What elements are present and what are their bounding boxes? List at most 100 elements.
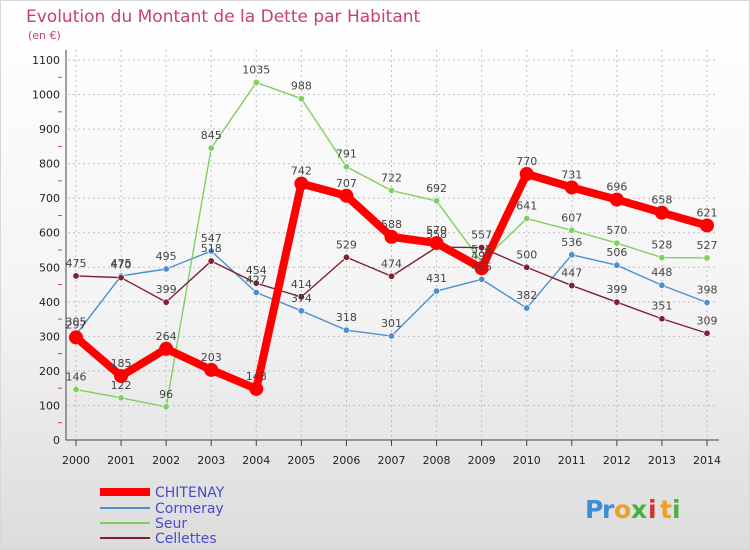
data-label-cellettes: 399 (156, 283, 177, 296)
data-label-seur: 791 (336, 148, 357, 161)
data-label-cormeray: 427 (246, 273, 267, 286)
data-point-seur (433, 197, 441, 205)
y-tick-label: 200 (39, 365, 60, 378)
data-point-seur (162, 403, 170, 411)
data-point-seur (613, 239, 621, 247)
data-label-chitenay: 742 (291, 165, 312, 178)
data-label-chitenay: 497 (471, 249, 492, 262)
logo-letter: P (585, 495, 603, 524)
x-tick-label: 2007 (378, 454, 406, 467)
y-tick-label: 800 (39, 158, 60, 171)
data-point-cellettes (342, 253, 350, 261)
data-label-cormeray: 305 (66, 316, 87, 329)
data-point-cellettes (72, 272, 80, 280)
legend-label-seur: Seur (155, 516, 187, 532)
y-tick-label: 1100 (32, 54, 60, 67)
data-point-cormeray (613, 261, 621, 269)
y-tick-label: 100 (39, 399, 60, 412)
y-tick-label: 0 (53, 434, 60, 447)
data-label-seur: 641 (516, 200, 537, 213)
x-tick-label: 2004 (242, 454, 270, 467)
data-point-seur (117, 394, 125, 402)
data-point-seur (72, 386, 80, 394)
data-label-cormeray: 536 (561, 236, 582, 249)
data-point-cormeray (523, 304, 531, 312)
data-point-cellettes (568, 282, 576, 290)
data-label-seur: 722 (381, 172, 402, 185)
logo-letter: x (631, 495, 647, 524)
x-tick-label: 2011 (558, 454, 586, 467)
data-label-cormeray: 398 (697, 284, 718, 297)
data-label-cormeray: 431 (426, 272, 447, 285)
data-point-chitenay (654, 205, 669, 220)
legend-label-cormeray: Cormeray (155, 501, 224, 517)
data-point-seur (387, 187, 395, 195)
data-label-cormeray: 547 (201, 232, 222, 245)
x-tick-label: 2009 (468, 454, 496, 467)
data-label-cellettes: 399 (606, 283, 627, 296)
data-label-cellettes: 474 (381, 257, 402, 270)
x-tick-label: 2002 (152, 454, 180, 467)
data-point-chitenay (114, 369, 129, 384)
data-point-cellettes (387, 272, 395, 280)
data-label-seur: 528 (651, 239, 672, 252)
data-label-chitenay: 264 (156, 330, 177, 343)
data-point-cormeray (478, 275, 486, 283)
data-point-seur (252, 78, 260, 86)
logo-letter: t (660, 495, 672, 524)
data-label-cormeray: 506 (606, 246, 627, 259)
data-label-chitenay: 588 (381, 218, 402, 231)
data-point-cellettes (207, 257, 215, 265)
data-label-cellettes: 309 (697, 314, 718, 327)
data-point-cellettes (297, 293, 305, 301)
data-point-chitenay (700, 218, 714, 233)
x-tick-label: 2000 (62, 454, 90, 467)
x-tick-label: 2008 (423, 454, 451, 467)
data-point-chitenay (294, 176, 309, 191)
legend-label-cellettes: Cellettes (155, 531, 217, 547)
data-label-seur: 527 (697, 239, 718, 252)
data-point-cormeray (387, 332, 395, 340)
y-tick-label: 400 (39, 296, 60, 309)
data-label-chitenay: 770 (516, 155, 537, 168)
y-tick-label: 600 (39, 227, 60, 240)
proxiti-logo: Pr o x i t i (585, 495, 681, 524)
data-point-cellettes (658, 315, 666, 323)
data-point-seur (523, 215, 531, 223)
data-label-seur: 96 (159, 388, 173, 401)
data-label-chitenay: 621 (697, 206, 718, 219)
data-point-cellettes (162, 298, 170, 306)
data-label-cellettes: 518 (201, 242, 222, 255)
data-label-cellettes: 351 (651, 300, 672, 313)
data-point-cormeray (207, 247, 215, 255)
data-point-seur (342, 163, 350, 171)
data-label-chitenay: 696 (606, 181, 627, 194)
data-label-chitenay: 297 (66, 318, 87, 331)
data-point-chitenay (564, 180, 579, 195)
data-point-cellettes (117, 274, 125, 282)
data-label-seur: 122 (111, 379, 132, 392)
data-point-chitenay (609, 192, 624, 207)
data-point-chitenay (429, 236, 444, 251)
data-label-cormeray: 495 (156, 250, 177, 263)
data-point-chitenay (384, 229, 399, 244)
x-tick-label: 2005 (287, 454, 315, 467)
x-tick-label: 2014 (693, 454, 721, 467)
data-label-chitenay: 658 (651, 194, 672, 207)
data-point-chitenay (519, 167, 534, 181)
data-label-chitenay: 570 (426, 224, 447, 237)
data-point-cormeray (433, 287, 441, 295)
data-label-seur: 1035 (242, 63, 270, 76)
data-point-cormeray (162, 265, 170, 273)
data-label-cellettes: 447 (561, 267, 582, 280)
data-label-chitenay: 148 (246, 370, 267, 383)
x-tick-label: 2010 (513, 454, 541, 467)
x-tick-label: 2001 (107, 454, 135, 467)
data-point-chitenay (339, 188, 354, 203)
data-label-cellettes: 558 (426, 228, 447, 241)
data-label-seur: 988 (291, 80, 312, 93)
data-label-chitenay: 731 (561, 168, 582, 181)
data-label-cormeray: 465 (471, 260, 492, 273)
data-point-cormeray (568, 251, 576, 259)
data-point-cellettes (478, 244, 486, 252)
